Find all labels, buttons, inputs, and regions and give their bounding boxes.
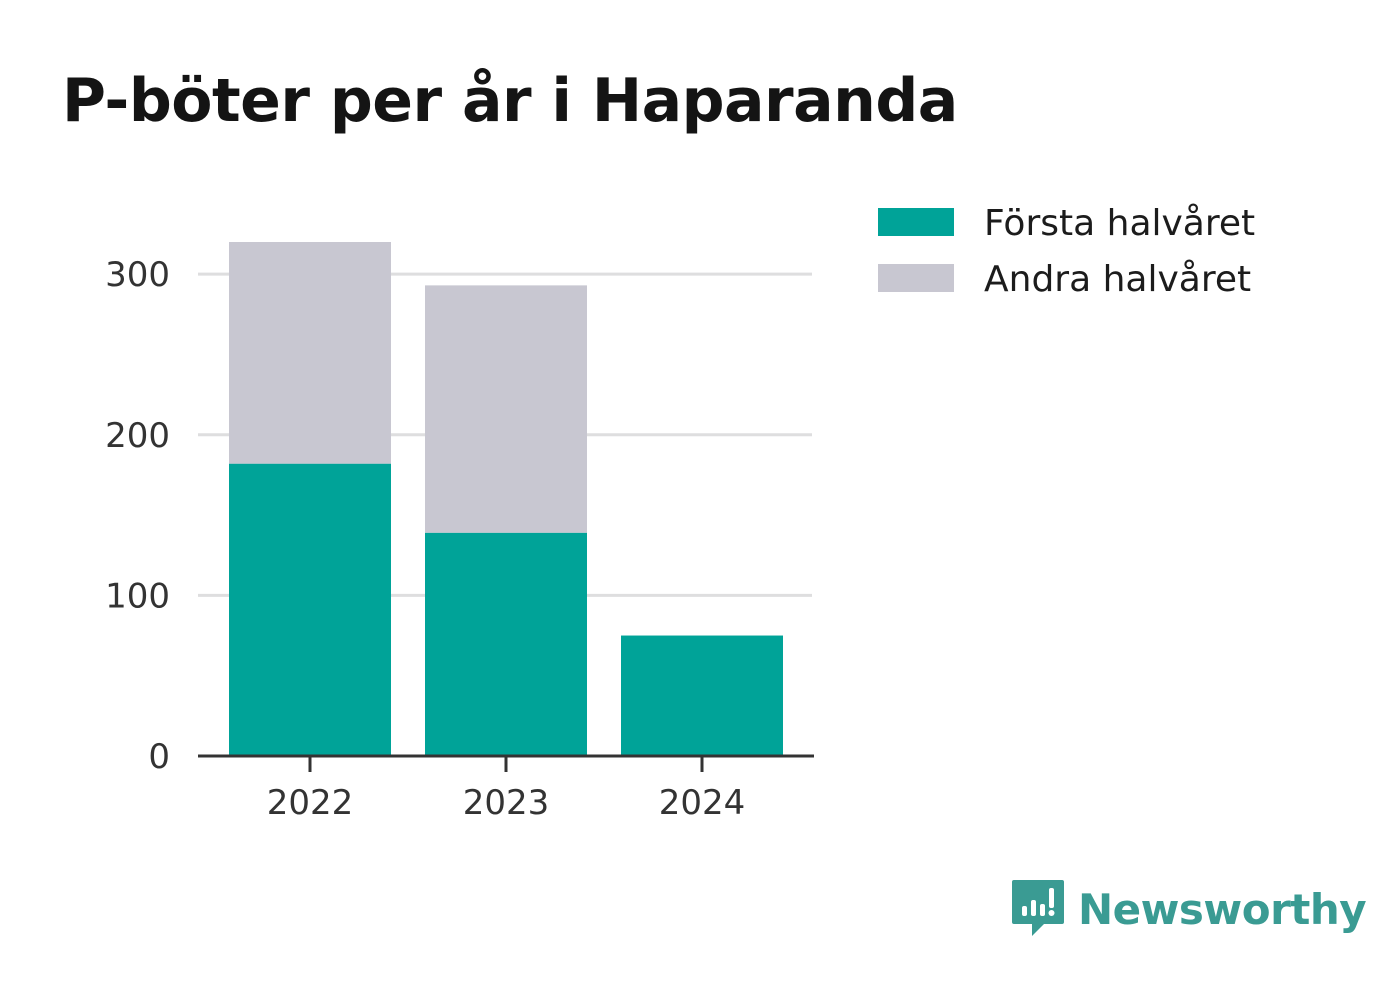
legend-item: Första halvåret (878, 203, 1255, 244)
x-tick-label: 2023 (463, 783, 550, 823)
x-tick-label: 2024 (659, 783, 746, 823)
y-axis: 0 100 200 300 (105, 255, 170, 777)
bar (621, 635, 783, 756)
legend: Första halvåret Andra halvåret (878, 203, 1255, 300)
brand-logo: Newsworthy (1010, 878, 1367, 940)
legend-label: Andra halvåret (984, 259, 1251, 300)
y-tick-label: 100 (105, 576, 170, 616)
x-axis: 2022 2023 2024 (198, 754, 814, 823)
y-tick-label: 300 (105, 255, 170, 295)
y-tick-label: 0 (148, 737, 170, 777)
legend-label: Första halvåret (984, 203, 1255, 244)
bar (229, 242, 391, 464)
brand-name: Newsworthy (1078, 884, 1367, 934)
y-tick-label: 200 (105, 416, 170, 456)
bars (229, 242, 783, 756)
chart-title: P-böter per år i Haparanda (62, 66, 958, 136)
legend-swatch (878, 208, 954, 236)
x-tick-label: 2022 (267, 783, 354, 823)
newsworthy-logo-icon (1012, 880, 1064, 936)
bar (229, 463, 391, 756)
legend-item: Andra halvåret (878, 259, 1251, 300)
bar (425, 285, 587, 533)
bar (425, 532, 587, 756)
legend-swatch (878, 264, 954, 292)
